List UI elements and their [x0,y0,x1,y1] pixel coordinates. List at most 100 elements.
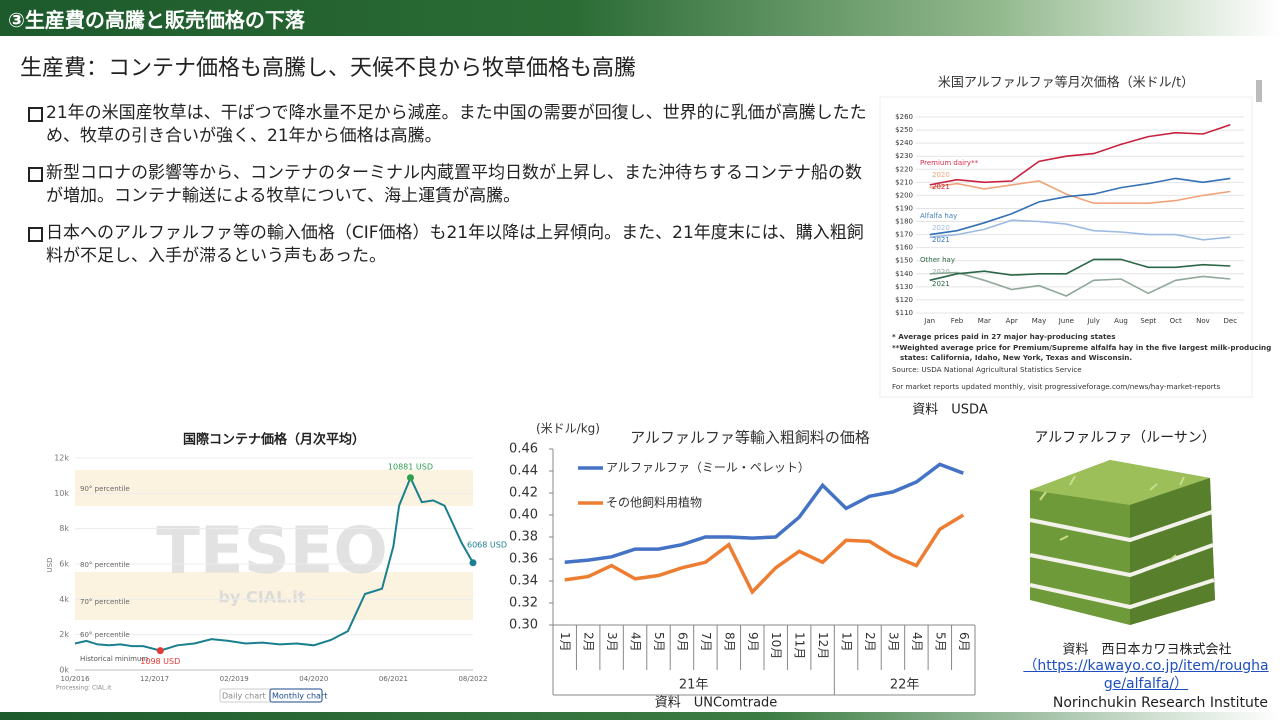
x-tick-label: 7月 [699,632,713,652]
x-tick-label: 9月 [746,632,760,652]
y-tick-label: 8k [59,524,69,533]
bullet: 新型コロナの影響等から、コンテナのターミナル内蔵置平均日数が上昇し、また沖待ちす… [28,162,876,208]
percentile-label: 90° percentile [80,485,130,493]
y-tick-label: $130 [895,283,913,291]
y-tick-label: 0.46 [509,442,538,457]
annotation-label: 10881 USD [388,462,433,471]
percentile-band [75,470,473,506]
x-tick-label: 8月 [722,632,736,652]
category-group-label: 22年 [890,678,920,693]
x-tick-label: 5月 [933,632,947,652]
x-tick-label: 1月 [558,632,572,652]
x-tick-label: Nov [1196,317,1210,325]
note: **Weighted average price for Premium/Sup… [892,343,1271,352]
y-axis-label: USD [46,558,54,573]
photo-title: アルファルファ（ルーサン） [1034,430,1216,446]
note: * Average prices paid in 27 major hay-pr… [892,332,1116,341]
footer-bar [0,712,1280,720]
bullet: 21年の米国産牧草は、干ばつで降水量不足から減産。また中国の需要が回復し、世界的… [28,102,876,148]
y-axis-label: (米ドル/kg) [536,422,600,436]
source: 資料 USDA [912,403,988,418]
y-tick-label: $170 [895,231,913,239]
x-tick-label: 02/2019 [220,675,249,683]
series-line [929,258,1231,282]
chart-title: 国際コンテナ価格（月次平均） [183,432,365,448]
series-line [929,124,1231,186]
series-label: 2020 [932,171,950,179]
chart-button-label[interactable]: Daily chart [222,692,266,701]
header-title: ③生産費の高騰と販売価格の下落 [8,8,305,32]
photo-url[interactable]: （https://kawayo.co.jp/item/roughage/alfa… [1023,658,1269,692]
series-label: 2021 [932,236,950,244]
y-tick-label: $120 [895,296,913,304]
x-tick-label: 3月 [886,632,900,652]
x-tick-label: 06/2021 [379,675,408,683]
y-tick-label: 0.42 [509,486,538,501]
annotation-dot [469,559,477,567]
y-tick-label: 6k [59,560,69,569]
x-tick-label: 12月 [816,632,830,659]
y-tick-label: $230 [895,152,913,160]
x-tick-label: 4月 [910,632,924,652]
y-tick-label: $240 [895,139,913,147]
y-tick-label: 0.44 [509,464,538,479]
y-tick-label: $110 [895,309,913,317]
x-tick-label: 12/2017 [140,675,169,683]
y-tick-label: $150 [895,257,913,265]
y-tick-label: $140 [895,270,913,278]
y-tick-label: $250 [895,126,913,134]
x-tick-label: Dec [1224,317,1238,325]
series-label: 2021 [932,280,950,288]
series-label: 2020 [932,268,950,276]
x-tick-label: 5月 [652,632,666,652]
x-tick-label: July [1086,317,1100,325]
series-line [564,462,964,565]
y-tick-label: 0.34 [509,574,538,589]
minimum-label: Historical minimum [80,655,148,663]
credit: Processing: CIAL.it [56,685,112,692]
percentile-label: 80° percentile [80,561,130,569]
y-tick-label: $190 [895,204,913,212]
note: For market reports updated monthly, visi… [892,382,1220,391]
x-tick-label: May [1032,317,1046,325]
y-tick-label: $260 [895,113,913,121]
y-tick-label: 12k [54,454,69,463]
x-tick-label: Jan [923,317,935,325]
series-label: 2021 [932,183,950,191]
series-line [929,219,1231,241]
y-tick-label: 0.32 [509,596,538,611]
x-tick-label: 3月 [605,632,619,652]
y-tick-label: 0.40 [509,508,538,523]
y-tick-label: $180 [895,218,913,226]
x-tick-label: 10月 [769,632,783,659]
scrollbar [1256,80,1262,102]
y-tick-label: 2k [59,630,69,639]
x-tick-label: 2月 [863,632,877,652]
annotation-dot [156,647,164,655]
percentile-label: 60° percentile [80,631,130,639]
hay-photo [1029,460,1215,625]
x-tick-label: 2月 [582,632,596,652]
y-tick-label: 10k [54,489,69,498]
percentile-band [75,572,473,620]
series-line [929,177,1231,236]
x-tick-label: Feb [951,317,964,325]
percentile-label: 70° percentile [80,598,130,606]
y-tick-label: 0.38 [509,530,538,545]
x-tick-label: 08/2022 [458,675,487,683]
x-tick-label: Oct [1170,317,1182,325]
series-label: 2020 [932,224,950,232]
group-label: Premium dairy** [920,159,979,167]
y-tick-label: $160 [895,244,913,252]
chart-title: アルファルファ等輸入粗飼料の価格 [630,429,870,447]
bullet: 日本へのアルファルファ等の輸入価格（CIF価格）も21年以降は上昇傾向。また、2… [28,222,876,268]
chart-button-label[interactable]: Monthly chart [272,692,327,701]
y-tick-label: 0.30 [509,618,538,633]
chart-button[interactable] [269,688,323,703]
x-tick-label: Sept [1140,317,1156,325]
x-tick-label: 11月 [793,632,807,659]
y-tick-label: $210 [895,178,913,186]
watermark: TESEO [156,515,388,589]
